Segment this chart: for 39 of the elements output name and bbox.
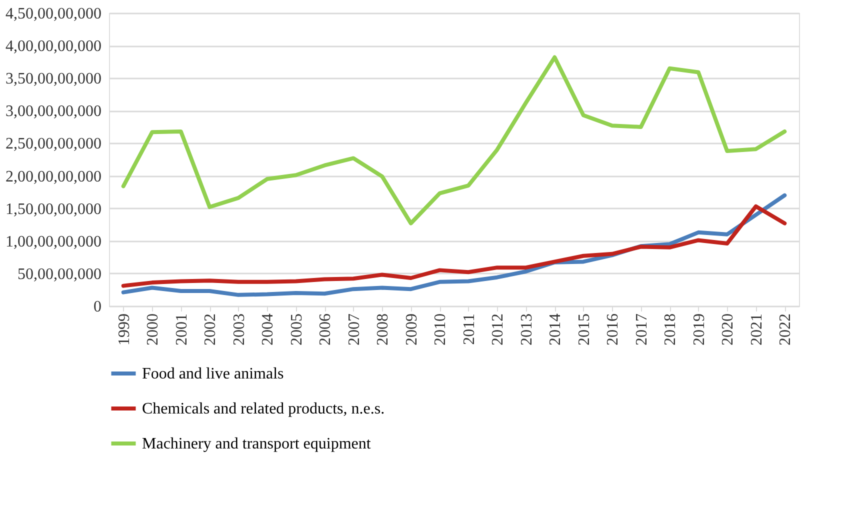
x-tick-label: 2020 (720, 314, 737, 346)
x-tick-label: 2008 (374, 314, 392, 346)
x-tick-label: 2018 (662, 314, 680, 346)
x-tick-label: 2010 (432, 314, 450, 346)
y-tick-label: 2,50,00,00,000 (6, 136, 102, 153)
x-tick-label: 2022 (777, 314, 794, 346)
legend-label: Chemicals and related products, n.e.s. (142, 400, 385, 418)
y-tick-label: 1,50,00,00,000 (6, 200, 102, 218)
x-tick-label: 2019 (690, 314, 708, 346)
y-tick-label: 4,50,00,00,000 (6, 6, 102, 22)
y-tick-label: 0 (94, 298, 102, 316)
x-tick-label: 2017 (633, 314, 650, 346)
y-tick-label: 50,00,00,000 (18, 266, 102, 283)
x-tick-label: 2002 (202, 314, 220, 346)
legend-label: Food and live animals (142, 366, 284, 382)
x-tick-label: 2000 (144, 314, 162, 346)
line-series (121, 204, 787, 288)
x-tick-label: 2011 (460, 314, 478, 345)
x-tick-label: 2003 (230, 314, 248, 346)
x-tick-label: 2001 (173, 314, 190, 346)
line-series (121, 55, 787, 226)
x-tick-label: 2004 (260, 314, 277, 346)
x-tick-label: 2021 (748, 314, 766, 346)
x-tick-label: 2013 (518, 314, 536, 346)
x-tick-label: 2006 (317, 314, 334, 346)
x-tick-label: 2015 (576, 314, 593, 346)
x-tick-label: 2016 (604, 314, 622, 346)
x-tick-label: 2007 (346, 314, 363, 346)
x-tick-label: 2009 (403, 314, 420, 346)
y-tick-label: 3,50,00,00,000 (6, 70, 102, 88)
y-tick-label: 4,00,00,00,000 (6, 38, 102, 56)
x-tick-label: 2012 (490, 314, 507, 346)
x-tick-label: 2014 (547, 314, 564, 346)
legend-label: Machinery and transport equipment (142, 436, 372, 452)
y-tick-label: 2,00,00,00,000 (6, 168, 102, 186)
x-tick-label: 1999 (116, 314, 133, 346)
x-tick-label: 2005 (288, 314, 306, 346)
y-tick-label: 1,00,00,00,000 (6, 233, 102, 250)
y-tick-label: 3,00,00,00,000 (6, 103, 102, 120)
